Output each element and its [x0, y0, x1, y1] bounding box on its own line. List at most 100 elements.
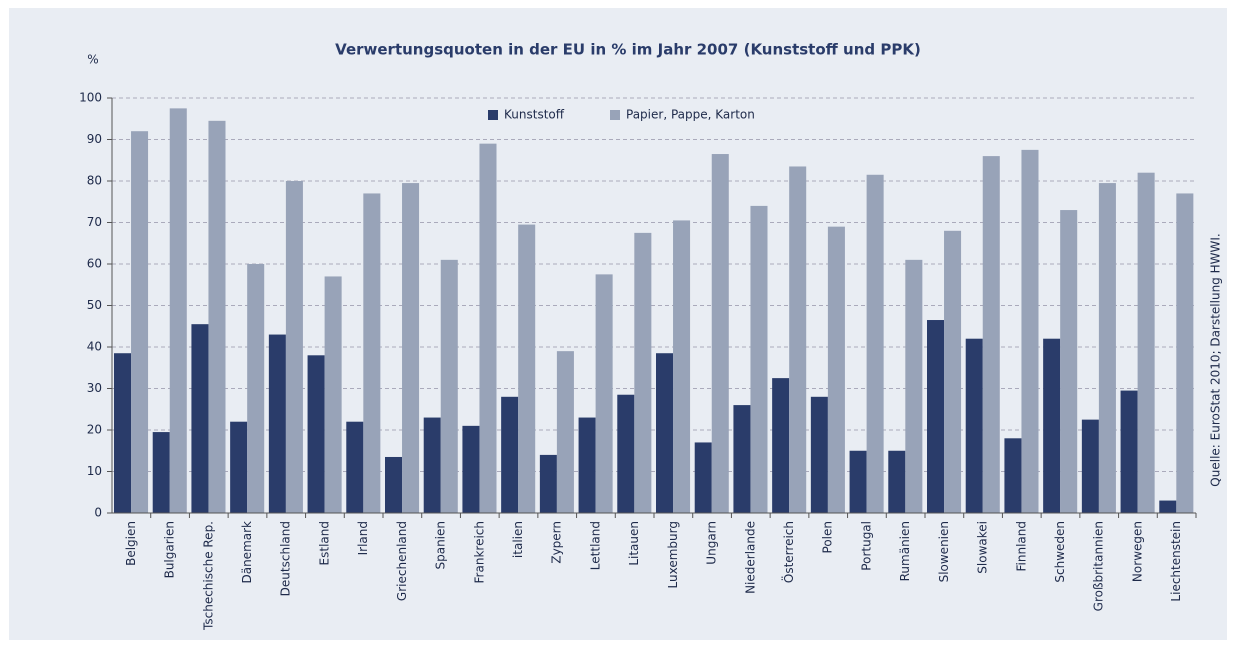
bar	[733, 405, 751, 513]
bar	[440, 259, 458, 513]
bar	[169, 108, 187, 513]
y-tick-label: 100	[79, 91, 102, 105]
legend-swatch	[610, 110, 620, 120]
x-tick-label: Litauen	[627, 521, 641, 566]
bar	[827, 226, 845, 513]
bar	[346, 421, 364, 513]
bar	[479, 143, 497, 513]
x-tick-label: Tschechische Rep.	[201, 521, 215, 631]
bar	[673, 220, 691, 514]
x-tick-label: Polen	[821, 521, 835, 553]
bar	[268, 334, 286, 513]
y-tick-label: 20	[87, 423, 102, 437]
y-axis-label: %	[87, 53, 98, 67]
bar	[595, 274, 613, 513]
y-tick-label: 90	[87, 132, 102, 146]
x-tick-label: Finnland	[1014, 521, 1028, 571]
panel	[9, 8, 1227, 640]
bar	[1176, 193, 1194, 513]
bar	[1137, 172, 1155, 513]
source: Quelle: EuroStat 2010; Darstellung HWWI.	[1209, 233, 1223, 486]
bar	[1120, 390, 1138, 513]
x-tick-label: Rumänien	[898, 521, 912, 581]
x-tick-label: Deutschland	[279, 521, 293, 596]
y-tick-label: 40	[87, 340, 102, 354]
x-tick-label: Zypern	[550, 521, 564, 564]
bar	[1043, 338, 1061, 513]
bar	[982, 156, 1000, 513]
bar	[363, 193, 381, 513]
x-tick-label: Luxemburg	[666, 521, 680, 588]
bar	[888, 450, 906, 513]
bar	[208, 120, 226, 513]
bar	[810, 396, 828, 513]
x-tick-label: Belgien	[124, 521, 138, 566]
x-tick-label: Slowenien	[937, 521, 951, 582]
bar	[285, 181, 303, 513]
bar	[462, 425, 480, 513]
bar	[1098, 183, 1116, 513]
x-tick-label: Irland	[356, 521, 370, 555]
bar	[230, 421, 248, 513]
bar	[385, 456, 403, 513]
x-tick-label: Ungarn	[705, 521, 719, 565]
bar	[247, 264, 265, 513]
bar	[324, 276, 342, 513]
bar	[402, 183, 420, 513]
y-tick-label: 10	[87, 464, 102, 478]
legend-label: Papier, Pappe, Karton	[626, 108, 755, 122]
bar	[750, 205, 768, 513]
bar	[152, 432, 170, 513]
x-tick-label: italien	[511, 521, 525, 558]
x-tick-label: Slowakei	[976, 521, 990, 574]
bar	[694, 442, 712, 513]
x-tick-label: Estland	[317, 521, 331, 565]
x-tick-label: Schweden	[1053, 521, 1067, 583]
bar	[617, 394, 635, 513]
bar	[772, 378, 790, 513]
y-tick-label: 30	[87, 381, 102, 395]
bar	[905, 259, 923, 513]
bar	[114, 353, 132, 513]
x-tick-label: Großbritannien	[1092, 521, 1106, 611]
bar	[944, 230, 962, 514]
y-tick-label: 0	[94, 506, 102, 520]
bar	[1159, 500, 1177, 513]
legend-swatch	[488, 110, 498, 120]
bar	[191, 324, 209, 513]
bar	[1021, 149, 1039, 513]
bar	[1060, 210, 1078, 514]
bar	[927, 320, 945, 513]
x-tick-label: Bulgarien	[163, 521, 177, 578]
x-tick-label: Spanien	[434, 521, 448, 570]
bar	[501, 396, 519, 513]
x-tick-label: Niederlande	[743, 521, 757, 594]
bar	[539, 454, 557, 513]
bar	[307, 355, 325, 513]
x-tick-label: Griechenland	[395, 521, 409, 601]
x-tick-label: Lettland	[588, 521, 602, 570]
y-tick-label: 60	[87, 257, 102, 271]
bar	[634, 232, 652, 513]
bar	[789, 166, 807, 513]
x-tick-label: Liechtenstein	[1169, 521, 1183, 602]
x-tick-label: Dänemark	[240, 521, 254, 584]
bar	[578, 417, 596, 513]
x-tick-label: Österreich	[780, 521, 796, 583]
y-tick-label: 70	[87, 215, 102, 229]
bar	[656, 353, 674, 513]
bar	[1081, 419, 1099, 513]
bar	[423, 417, 441, 513]
y-tick-label: 50	[87, 298, 102, 312]
x-tick-label: Frankreich	[472, 521, 486, 583]
bar	[866, 174, 884, 513]
bar	[849, 450, 867, 513]
legend-label: Kunststoff	[504, 108, 565, 122]
x-tick-label: Norwegen	[1130, 521, 1144, 582]
bar	[965, 338, 983, 513]
bar	[518, 224, 536, 513]
chart-title: Verwertungsquoten in der EU in % im Jahr…	[335, 41, 921, 59]
bar	[131, 131, 149, 513]
x-tick-label: Portugal	[859, 521, 873, 571]
